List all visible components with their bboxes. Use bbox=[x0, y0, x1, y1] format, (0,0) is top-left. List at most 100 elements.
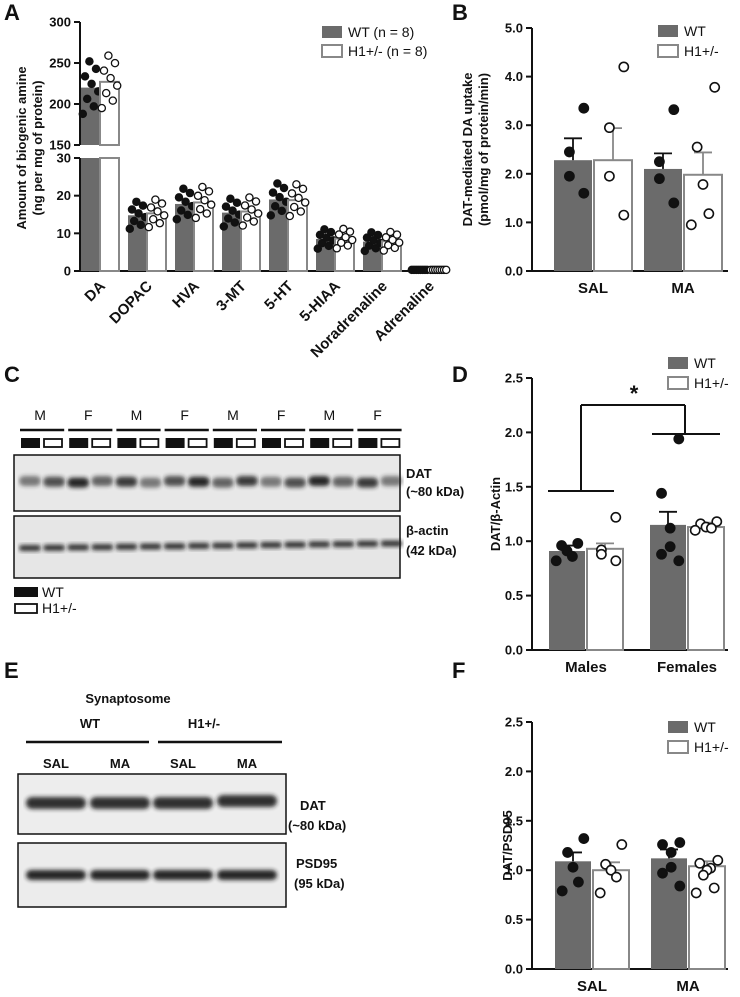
panel-f-legend-label-wt: WT bbox=[694, 719, 716, 735]
panel-d-point bbox=[572, 537, 584, 549]
panel-d-ytick-label: 1.5 bbox=[505, 479, 523, 494]
panel-a-point bbox=[198, 182, 207, 192]
lane-h1-marker bbox=[43, 438, 63, 448]
panel-b-ytick-label: 1.0 bbox=[505, 215, 523, 230]
panel-b-ylabel: DAT-mediated DA uptake(pmol/mg of protei… bbox=[460, 73, 491, 227]
panel-b-point bbox=[691, 141, 703, 153]
panel-a-point bbox=[181, 197, 190, 207]
actin-band bbox=[19, 545, 41, 551]
actin-band bbox=[91, 544, 114, 551]
panel-a-point bbox=[441, 265, 451, 275]
panel-label-e: E bbox=[4, 658, 19, 683]
panel-f-ytick-label: 1.0 bbox=[505, 863, 523, 878]
panel-a-point bbox=[275, 192, 284, 202]
panel-b-ytick-label: 2.0 bbox=[505, 166, 523, 181]
dat-band bbox=[260, 476, 282, 487]
lane-wt-marker bbox=[117, 438, 137, 448]
panel-a-point bbox=[300, 198, 310, 207]
panel-a-point bbox=[232, 198, 242, 207]
dat-band bbox=[235, 476, 258, 486]
panel-d-point bbox=[689, 524, 701, 536]
panel-label-d: D bbox=[452, 362, 468, 387]
panel-a-point bbox=[242, 213, 252, 222]
panel-d-category-label: Females bbox=[657, 659, 717, 676]
panel-f-point bbox=[690, 887, 702, 899]
panel-f-bar-wt-1 bbox=[651, 858, 687, 969]
psd95-label: PSD95 bbox=[296, 856, 337, 871]
panel-a-point bbox=[270, 202, 280, 211]
panel-f-chart: 0.0 0.5 1.0 1.5 2.0 2.5 DAT/PSD95 SAL MA WT H1+/- bbox=[500, 715, 729, 996]
actin-band bbox=[43, 544, 66, 551]
panel-a-point bbox=[138, 201, 148, 210]
panel-a-point bbox=[289, 202, 299, 212]
panel-b-ytick-label: 5.0 bbox=[505, 21, 523, 36]
panel-d-ylabel-line-1: DAT/β-Actin bbox=[488, 477, 503, 551]
panel-b-ytick-label: 0.0 bbox=[505, 264, 523, 279]
panel-a-point bbox=[89, 102, 99, 111]
panel-a-point bbox=[108, 96, 118, 105]
actin-band bbox=[332, 541, 355, 548]
panel-a-ytick-label: 150 bbox=[49, 138, 71, 153]
panel-d-ytick-label: 0.5 bbox=[505, 588, 523, 603]
panel-b-point bbox=[564, 146, 575, 158]
panel-a-point bbox=[296, 207, 306, 216]
lane-wt-marker bbox=[310, 438, 330, 448]
panel-f-point bbox=[556, 885, 568, 897]
panel-d-ytick-label: 0.0 bbox=[505, 643, 523, 658]
dat-size-label: (~80 kDa) bbox=[406, 484, 464, 499]
panel-a-point bbox=[360, 246, 370, 256]
group-wt-label: WT bbox=[80, 716, 100, 731]
panel-f-point bbox=[573, 876, 584, 888]
panel-label-a: A bbox=[4, 0, 20, 25]
panel-d-point bbox=[596, 548, 607, 560]
dat-band bbox=[91, 476, 114, 486]
panel-a-point bbox=[326, 227, 336, 237]
panel-b-point bbox=[703, 208, 715, 220]
panel-b-point bbox=[618, 209, 630, 221]
panel-b-category-label: SAL bbox=[578, 280, 608, 297]
panel-d-point bbox=[706, 522, 717, 534]
panel-f-bar-wt-0 bbox=[555, 861, 591, 969]
lane-wt-marker bbox=[262, 438, 281, 448]
panel-a-point bbox=[148, 215, 158, 224]
panel-a-point bbox=[91, 64, 101, 74]
panel-f-point bbox=[665, 861, 677, 873]
panel-a-point bbox=[101, 88, 111, 98]
panel-a-category-label: DA bbox=[81, 278, 108, 305]
dat-band bbox=[332, 476, 355, 487]
actin-label: β-actin bbox=[406, 523, 449, 538]
panel-d-point bbox=[656, 548, 667, 560]
panel-a-point bbox=[185, 188, 195, 198]
panel-a-point bbox=[87, 79, 96, 89]
panel-a-legend-label-h1: H1+/- (n = 8) bbox=[348, 43, 427, 59]
panel-a-point bbox=[266, 211, 276, 220]
panel-f-ytick-label: 1.5 bbox=[505, 813, 523, 828]
panel-f-point bbox=[708, 882, 720, 894]
sex-label-4: F bbox=[180, 407, 189, 423]
group-h1-label: H1+/- bbox=[188, 716, 220, 731]
dat-band bbox=[380, 476, 403, 486]
panel-a-point bbox=[394, 238, 404, 247]
panel-f-legend-swatch-wt bbox=[668, 721, 688, 733]
synaptosome-dat-band bbox=[90, 797, 150, 809]
actin-band bbox=[163, 543, 186, 550]
panel-f-ytick-label: 0.5 bbox=[505, 912, 523, 927]
panel-a-legend-label-wt: WT (n = 8) bbox=[348, 24, 414, 40]
panel-a-point bbox=[110, 58, 120, 68]
panel-a-ylabel-line-2: (ng per mg of protein) bbox=[30, 80, 45, 215]
panel-b-legend-label-wt: WT bbox=[684, 23, 706, 39]
panel-a-point bbox=[253, 209, 263, 218]
panel-a-category-label: 5-HT bbox=[261, 278, 297, 314]
sex-label-6: F bbox=[277, 407, 286, 423]
panel-a-ytick-label: 20 bbox=[57, 188, 71, 203]
lane-wt-marker bbox=[213, 438, 233, 448]
panel-a-ytick-label: 200 bbox=[49, 97, 71, 112]
synaptosome-dat-band bbox=[217, 795, 277, 807]
panel-a-point bbox=[99, 66, 109, 75]
sex-label-8: F bbox=[373, 407, 382, 423]
panel-a-point bbox=[195, 204, 205, 214]
actin-band bbox=[380, 540, 403, 547]
panel-d-point bbox=[673, 433, 685, 445]
